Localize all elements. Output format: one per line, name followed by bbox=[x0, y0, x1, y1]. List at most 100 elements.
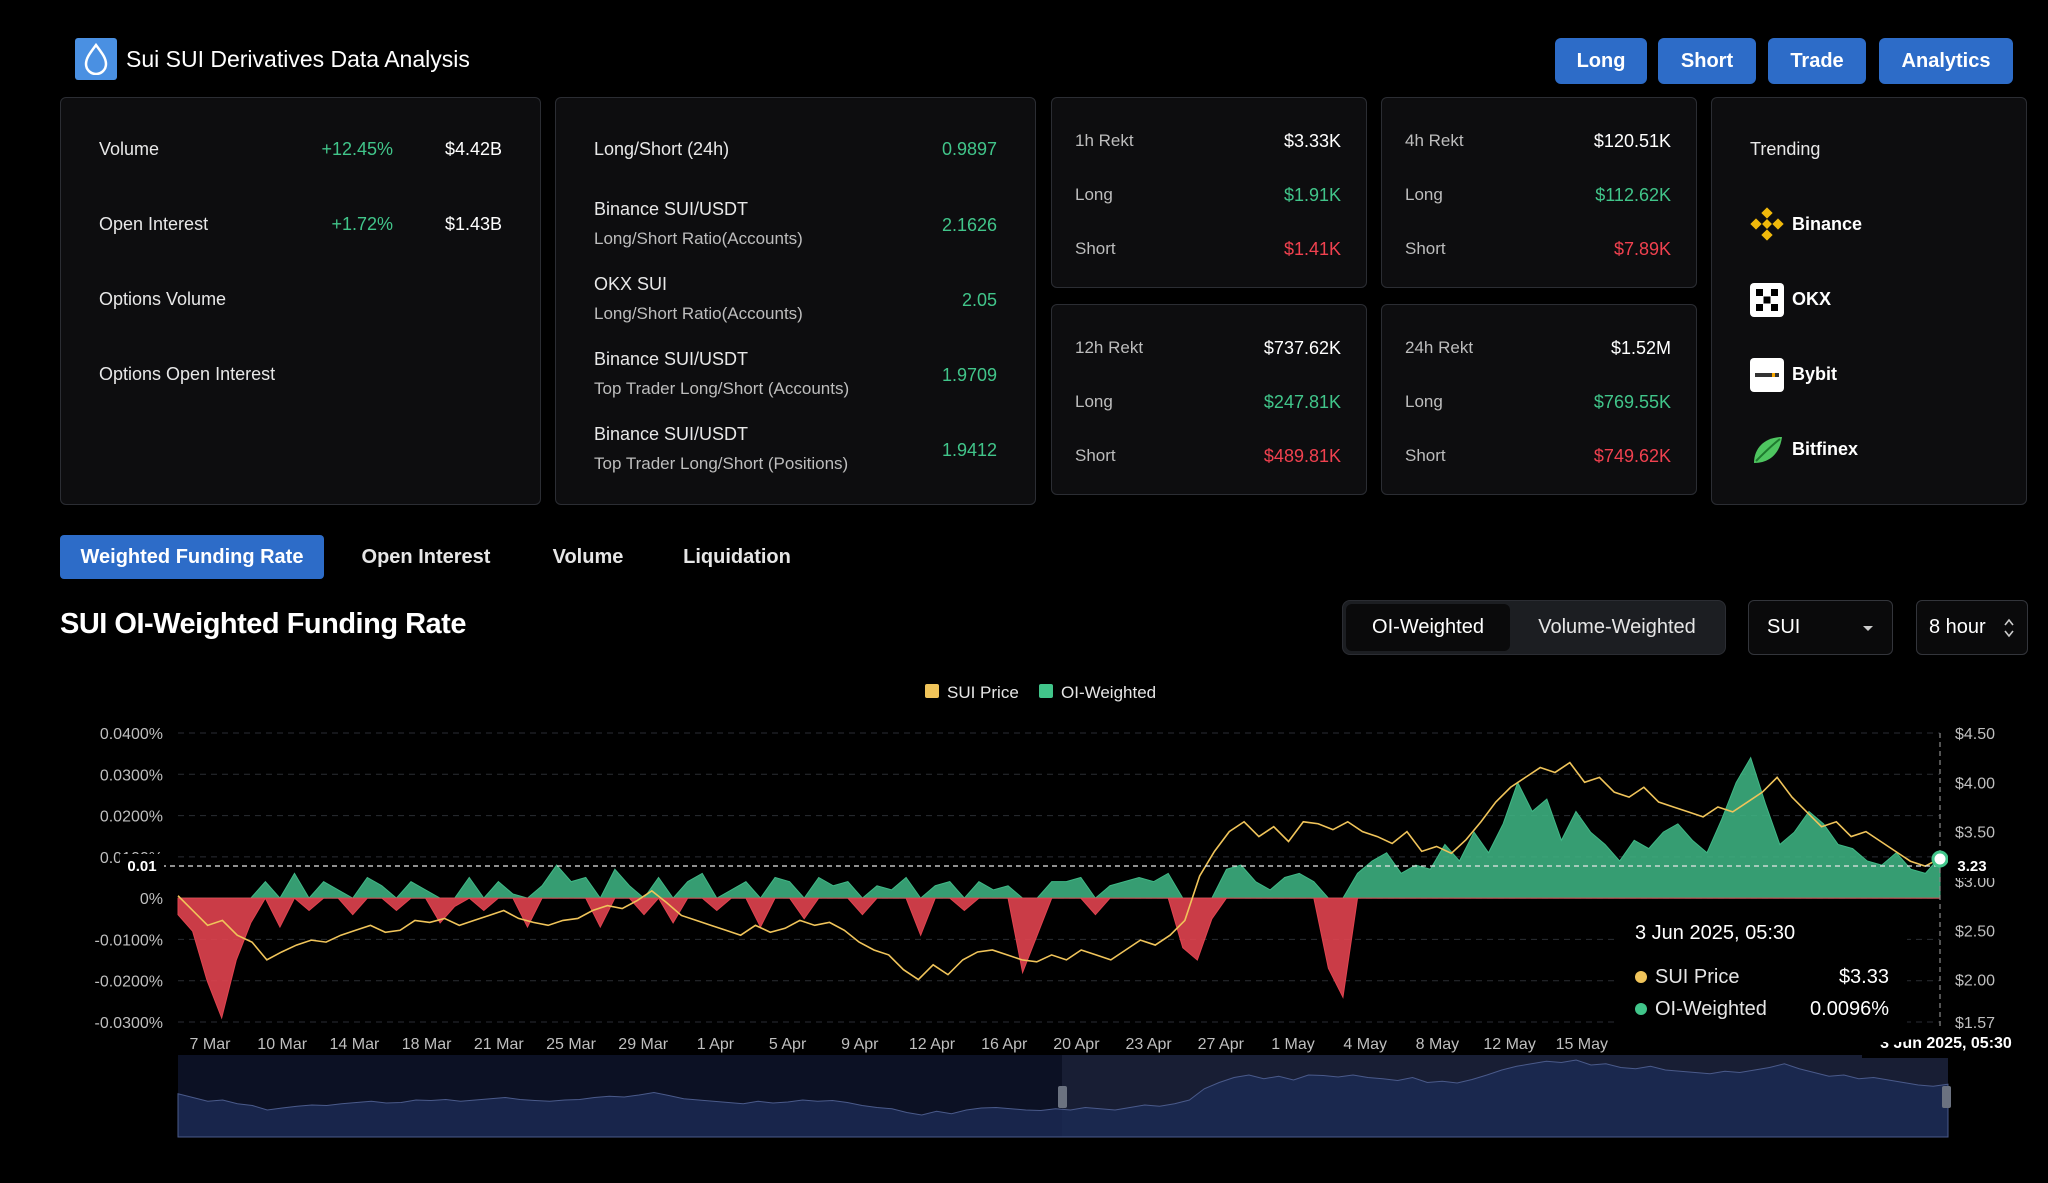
x-tick-label: 27 Apr bbox=[1198, 1036, 1245, 1053]
stat-value-open-interest: $1.43B bbox=[444, 214, 502, 234]
x-tick-label: 12 May bbox=[1483, 1036, 1535, 1053]
x-tick-label: 25 Mar bbox=[546, 1036, 596, 1053]
rekt-short-value: $1.41K bbox=[1283, 239, 1341, 259]
rekt-long-label: Long bbox=[1075, 392, 1113, 411]
x-tick-label: 15 May bbox=[1556, 1036, 1608, 1053]
coin-select[interactable]: SUI bbox=[1748, 600, 1893, 655]
trending-item-okx[interactable]: OKX bbox=[1792, 289, 1832, 309]
stat-label-volume: Volume bbox=[99, 139, 160, 159]
long-short-ratio-panel bbox=[555, 97, 1036, 505]
crosshair-point bbox=[1931, 850, 1949, 868]
interval-select[interactable]: 8 hour bbox=[1916, 600, 2028, 655]
tab-weighted-funding-rate[interactable]: Weighted Funding Rate bbox=[60, 535, 324, 579]
rekt-label: 12h Rekt bbox=[1075, 338, 1144, 357]
tooltip-value-oi: 0.0096% bbox=[1810, 998, 1889, 1020]
navigator-series bbox=[177, 1059, 1949, 1138]
funding-positive-area bbox=[178, 756, 1941, 900]
tooltip-dot-oi bbox=[1635, 1003, 1647, 1015]
chevron-down-icon bbox=[1863, 626, 1873, 631]
y-right-tick-label: $4.00 bbox=[1955, 775, 1995, 792]
coin-select-value: SUI bbox=[1767, 616, 1801, 638]
crosshair-price-label: 3.23 bbox=[1948, 854, 1996, 878]
x-tick-label: 5 Apr bbox=[769, 1036, 807, 1053]
x-tick-label: 1 Apr bbox=[697, 1036, 735, 1053]
crosshair-y-label: 0.01 bbox=[120, 854, 164, 878]
y-right-tick-label: $3.00 bbox=[1955, 874, 1995, 891]
rekt-total: $737.62K bbox=[1263, 338, 1341, 358]
rekt-short-value: $7.89K bbox=[1613, 239, 1671, 259]
rekt-long-label: Long bbox=[1405, 185, 1443, 204]
bitfinex-icon bbox=[1750, 433, 1784, 467]
y-left-tick-label: 0% bbox=[140, 891, 163, 908]
oi-weighted-option[interactable]: OI-Weighted bbox=[1346, 604, 1510, 651]
legend-label-oi-weighted[interactable]: OI-Weighted bbox=[1061, 683, 1157, 702]
analytics-button[interactable]: Analytics bbox=[1879, 38, 2013, 84]
droplet-icon bbox=[84, 43, 108, 75]
rekt-short-value: $749.62K bbox=[1593, 446, 1671, 466]
x-tick-label: 14 Mar bbox=[330, 1036, 380, 1053]
rekt-label: 1h Rekt bbox=[1075, 131, 1134, 150]
sui-logo bbox=[75, 38, 117, 80]
y-left-tick-label: -0.0300% bbox=[95, 1015, 164, 1032]
ratio-subtitle: Long/Short Ratio(Accounts) bbox=[594, 304, 803, 323]
volume-weighted-option[interactable]: Volume-Weighted bbox=[1538, 616, 1696, 638]
ratio-value: 1.9412 bbox=[941, 440, 997, 460]
tooltip-label-price: SUI Price bbox=[1655, 966, 1740, 988]
legend-swatch-price bbox=[925, 684, 939, 698]
stat-label-open-interest: Open Interest bbox=[99, 214, 209, 234]
x-tick-label: 12 Apr bbox=[909, 1036, 956, 1053]
rekt-24h-panel bbox=[1381, 304, 1697, 495]
rekt-long-value: $112.62K bbox=[1595, 185, 1671, 205]
trending-item-binance[interactable]: Binance bbox=[1792, 214, 1863, 234]
rekt-short-label: Short bbox=[1405, 446, 1446, 465]
chart-tooltip: 3 Jun 2025, 05:30 SUI Price $3.33 OI-Wei… bbox=[1615, 900, 1907, 1042]
rekt-long-value: $1.91K bbox=[1283, 185, 1341, 205]
trending-title: Trending bbox=[1750, 139, 1821, 159]
rekt-short-label: Short bbox=[1075, 239, 1116, 258]
tab-volume[interactable]: Volume bbox=[552, 545, 624, 568]
y-left-tick-label: 0.0300% bbox=[100, 767, 163, 784]
market-stats-panel bbox=[60, 97, 541, 505]
sort-arrows-icon bbox=[2004, 618, 2014, 638]
ratio-title: Binance SUI/USDT bbox=[594, 199, 749, 219]
tab-open-interest[interactable]: Open Interest bbox=[361, 545, 491, 568]
stat-value-volume: $4.42B bbox=[444, 139, 502, 159]
stat-label-options-open-interest: Options Open Interest bbox=[99, 364, 276, 384]
rekt-long-label: Long bbox=[1405, 392, 1443, 411]
trending-item-bybit[interactable]: Bybit bbox=[1792, 364, 1837, 384]
trending-item-bitfinex[interactable]: Bitfinex bbox=[1792, 439, 1859, 459]
x-tick-label: 4 May bbox=[1343, 1036, 1387, 1053]
stat-change-volume: +12.45% bbox=[321, 139, 393, 159]
rekt-long-value: $247.81K bbox=[1263, 392, 1341, 412]
ratio-title: Binance SUI/USDT bbox=[594, 349, 749, 369]
x-tick-label: 10 Mar bbox=[257, 1036, 307, 1053]
legend-label-price[interactable]: SUI Price bbox=[947, 683, 1019, 702]
x-tick-label: 16 Apr bbox=[981, 1036, 1028, 1053]
long-button[interactable]: Long bbox=[1555, 38, 1647, 84]
ratio-title: Long/Short (24h) bbox=[594, 139, 730, 159]
ratio-value: 1.9709 bbox=[941, 365, 997, 385]
interval-select-value: 8 hour bbox=[1929, 616, 1986, 638]
rekt-short-label: Short bbox=[1075, 446, 1116, 465]
tooltip-date: 3 Jun 2025, 05:30 bbox=[1635, 922, 1796, 944]
page-title: Sui SUI Derivatives Data Analysis bbox=[126, 46, 470, 72]
y-right-tick-label: $2.00 bbox=[1955, 973, 1995, 990]
ratio-title: OKX SUI bbox=[594, 274, 668, 294]
short-button[interactable]: Short bbox=[1658, 38, 1756, 84]
bybit-icon bbox=[1750, 358, 1784, 392]
ratio-subtitle: Long/Short Ratio(Accounts) bbox=[594, 229, 803, 248]
tab-liquidation[interactable]: Liquidation bbox=[683, 545, 791, 568]
trade-button[interactable]: Trade bbox=[1768, 38, 1866, 84]
rekt-label: 4h Rekt bbox=[1405, 131, 1464, 150]
rekt-short-label: Short bbox=[1405, 239, 1446, 258]
y-left-tick-label: -0.0100% bbox=[95, 932, 164, 949]
tooltip-value-price: $3.33 bbox=[1838, 966, 1889, 988]
rekt-label: 24h Rekt bbox=[1405, 338, 1474, 357]
rekt-1h-panel bbox=[1051, 97, 1367, 288]
ratio-value: 2.1626 bbox=[941, 215, 997, 235]
ratio-title: Binance SUI/USDT bbox=[594, 424, 749, 444]
x-tick-label: 29 Mar bbox=[618, 1036, 668, 1053]
ratio-value: 2.05 bbox=[961, 290, 997, 310]
okx-icon bbox=[1750, 283, 1784, 317]
